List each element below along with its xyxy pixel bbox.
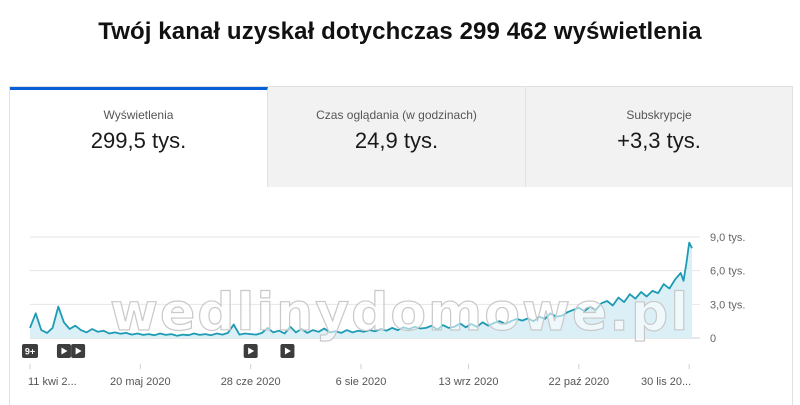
tab-views[interactable]: Wyświetlenia 299,5 tys. — [10, 87, 268, 187]
video-marker[interactable] — [280, 344, 295, 358]
video-marker[interactable] — [243, 344, 258, 358]
x-axis: 11 kwi 2... 20 maj 2020 28 cze 2020 6 sie 2… — [28, 364, 691, 388]
tab-views-label: Wyświetlenia — [103, 108, 174, 122]
video-marker[interactable] — [56, 344, 71, 358]
badge-label: 9+ — [25, 347, 35, 357]
video-markers: 9+ — [22, 344, 295, 358]
video-marker[interactable] — [71, 344, 86, 358]
metric-tabs: Wyświetlenia 299,5 tys. Czas oglądania (… — [10, 87, 792, 187]
analytics-card: Wyświetlenia 299,5 tys. Czas oglądania (… — [9, 86, 793, 405]
y-tick-label: 3,0 tys. — [710, 299, 745, 311]
play-icon — [284, 347, 291, 355]
play-icon — [61, 347, 68, 355]
views-line — [29, 241, 693, 337]
tab-subscriptions-label: Subskrypcje — [626, 108, 692, 122]
y-tick-label: 9,0 tys. — [710, 232, 745, 244]
tab-views-value: 299,5 tys. — [90, 128, 187, 153]
views-area — [30, 242, 692, 338]
x-tick-label: 28 cze 2020 — [221, 376, 281, 388]
y-tick-label: 6,0 tys. — [710, 266, 745, 278]
x-tick-label: 22 paź 2020 — [549, 376, 610, 388]
page-title: Twój kanał uzyskał dotychczas 299 462 wy… — [98, 18, 702, 45]
play-icon — [75, 347, 82, 355]
tab-watch-time-value: 24,9 tys. — [354, 128, 439, 153]
y-axis: 9,0 tys. 6,0 tys. 3,0 tys. 0 — [710, 232, 745, 345]
play-icon — [248, 347, 255, 355]
x-tick-label: 13 wrz 2020 — [439, 376, 499, 388]
x-tick-label: 11 kwi 2... — [28, 376, 77, 388]
tab-watch-time-label: Czas oglądania (w godzinach) — [316, 108, 477, 122]
x-tick-label: 6 sie 2020 — [336, 376, 387, 388]
tab-watch-time[interactable]: Czas oglądania (w godzinach) 24,9 tys. — [268, 87, 526, 187]
x-tick-label: 20 maj 2020 — [110, 376, 171, 388]
tab-subscriptions[interactable]: Subskrypcje +3,3 tys. — [526, 87, 792, 187]
y-tick-label: 0 — [710, 333, 716, 345]
x-tick-label: 30 lis 20... — [641, 376, 691, 388]
watermark: wedlinydomowe.pl — [110, 283, 690, 343]
video-count-badge[interactable]: 9+ — [22, 344, 38, 358]
tab-subscriptions-value: +3,3 tys. — [617, 128, 701, 153]
